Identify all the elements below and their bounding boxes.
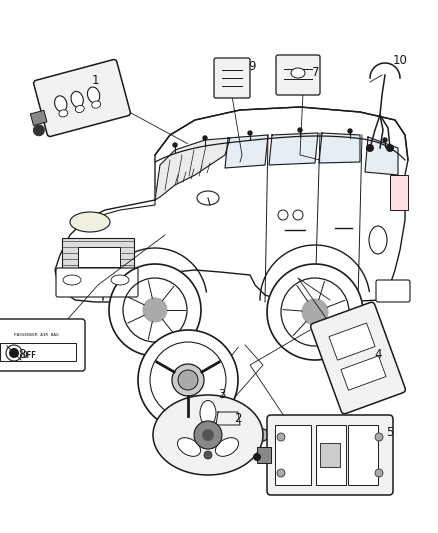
FancyBboxPatch shape [267, 415, 393, 495]
FancyBboxPatch shape [214, 58, 250, 98]
Ellipse shape [75, 106, 84, 112]
Ellipse shape [177, 438, 201, 456]
Circle shape [203, 136, 207, 140]
Bar [257, 447, 271, 463]
Circle shape [348, 129, 352, 133]
Ellipse shape [247, 428, 269, 442]
Circle shape [267, 264, 363, 360]
Text: PASSENGER AIR BAG: PASSENGER AIR BAG [14, 333, 58, 337]
Text: 2: 2 [234, 411, 242, 424]
Circle shape [253, 453, 261, 461]
Ellipse shape [55, 96, 67, 111]
Polygon shape [319, 133, 360, 163]
Ellipse shape [197, 191, 219, 205]
Circle shape [138, 330, 238, 430]
Circle shape [194, 421, 222, 449]
FancyBboxPatch shape [56, 268, 138, 297]
Ellipse shape [200, 400, 216, 425]
Circle shape [178, 370, 198, 390]
FancyBboxPatch shape [0, 319, 85, 371]
Bar [390, 175, 408, 210]
Bar [316, 425, 346, 485]
Circle shape [302, 299, 328, 325]
Text: 10: 10 [392, 53, 407, 67]
FancyBboxPatch shape [276, 55, 320, 95]
Text: 9: 9 [248, 60, 256, 72]
Circle shape [277, 469, 285, 477]
Text: 1: 1 [91, 74, 99, 86]
Ellipse shape [111, 275, 129, 285]
Polygon shape [225, 135, 268, 168]
FancyBboxPatch shape [34, 60, 131, 136]
Circle shape [202, 429, 214, 441]
Ellipse shape [63, 275, 81, 285]
Ellipse shape [59, 110, 68, 117]
Bar [348, 425, 378, 485]
Bar [341, 356, 386, 390]
Ellipse shape [71, 92, 83, 107]
Circle shape [375, 433, 383, 441]
Text: 7: 7 [312, 66, 320, 78]
Text: 8: 8 [18, 349, 26, 361]
Circle shape [375, 469, 383, 477]
Circle shape [150, 342, 226, 418]
Polygon shape [155, 107, 408, 175]
Polygon shape [269, 133, 318, 165]
Circle shape [9, 348, 19, 358]
Circle shape [366, 144, 374, 152]
FancyBboxPatch shape [311, 302, 405, 414]
Circle shape [109, 264, 201, 356]
Circle shape [143, 298, 167, 322]
Polygon shape [55, 107, 408, 302]
Circle shape [173, 143, 177, 147]
Circle shape [383, 138, 387, 142]
Ellipse shape [92, 101, 101, 108]
Text: 5: 5 [386, 425, 394, 439]
Ellipse shape [369, 226, 387, 254]
Bar [62, 238, 134, 276]
Text: 4: 4 [374, 349, 382, 361]
Ellipse shape [153, 395, 263, 475]
Polygon shape [216, 412, 240, 425]
Circle shape [33, 124, 45, 136]
Ellipse shape [70, 212, 110, 232]
Bar [30, 110, 47, 125]
Circle shape [172, 364, 204, 396]
Polygon shape [155, 138, 230, 200]
Bar [0, 343, 76, 361]
Polygon shape [365, 137, 398, 175]
Bar [329, 323, 375, 360]
Bar [78, 247, 120, 267]
Circle shape [204, 451, 212, 459]
Text: OFF: OFF [23, 351, 37, 359]
Bar [275, 425, 311, 485]
Ellipse shape [88, 87, 100, 103]
FancyBboxPatch shape [376, 280, 410, 302]
Circle shape [248, 131, 252, 135]
Bar [320, 443, 340, 467]
Text: 3: 3 [218, 389, 226, 401]
Circle shape [386, 144, 394, 152]
Circle shape [298, 128, 302, 132]
Ellipse shape [291, 68, 305, 78]
Ellipse shape [215, 438, 239, 456]
Circle shape [277, 433, 285, 441]
